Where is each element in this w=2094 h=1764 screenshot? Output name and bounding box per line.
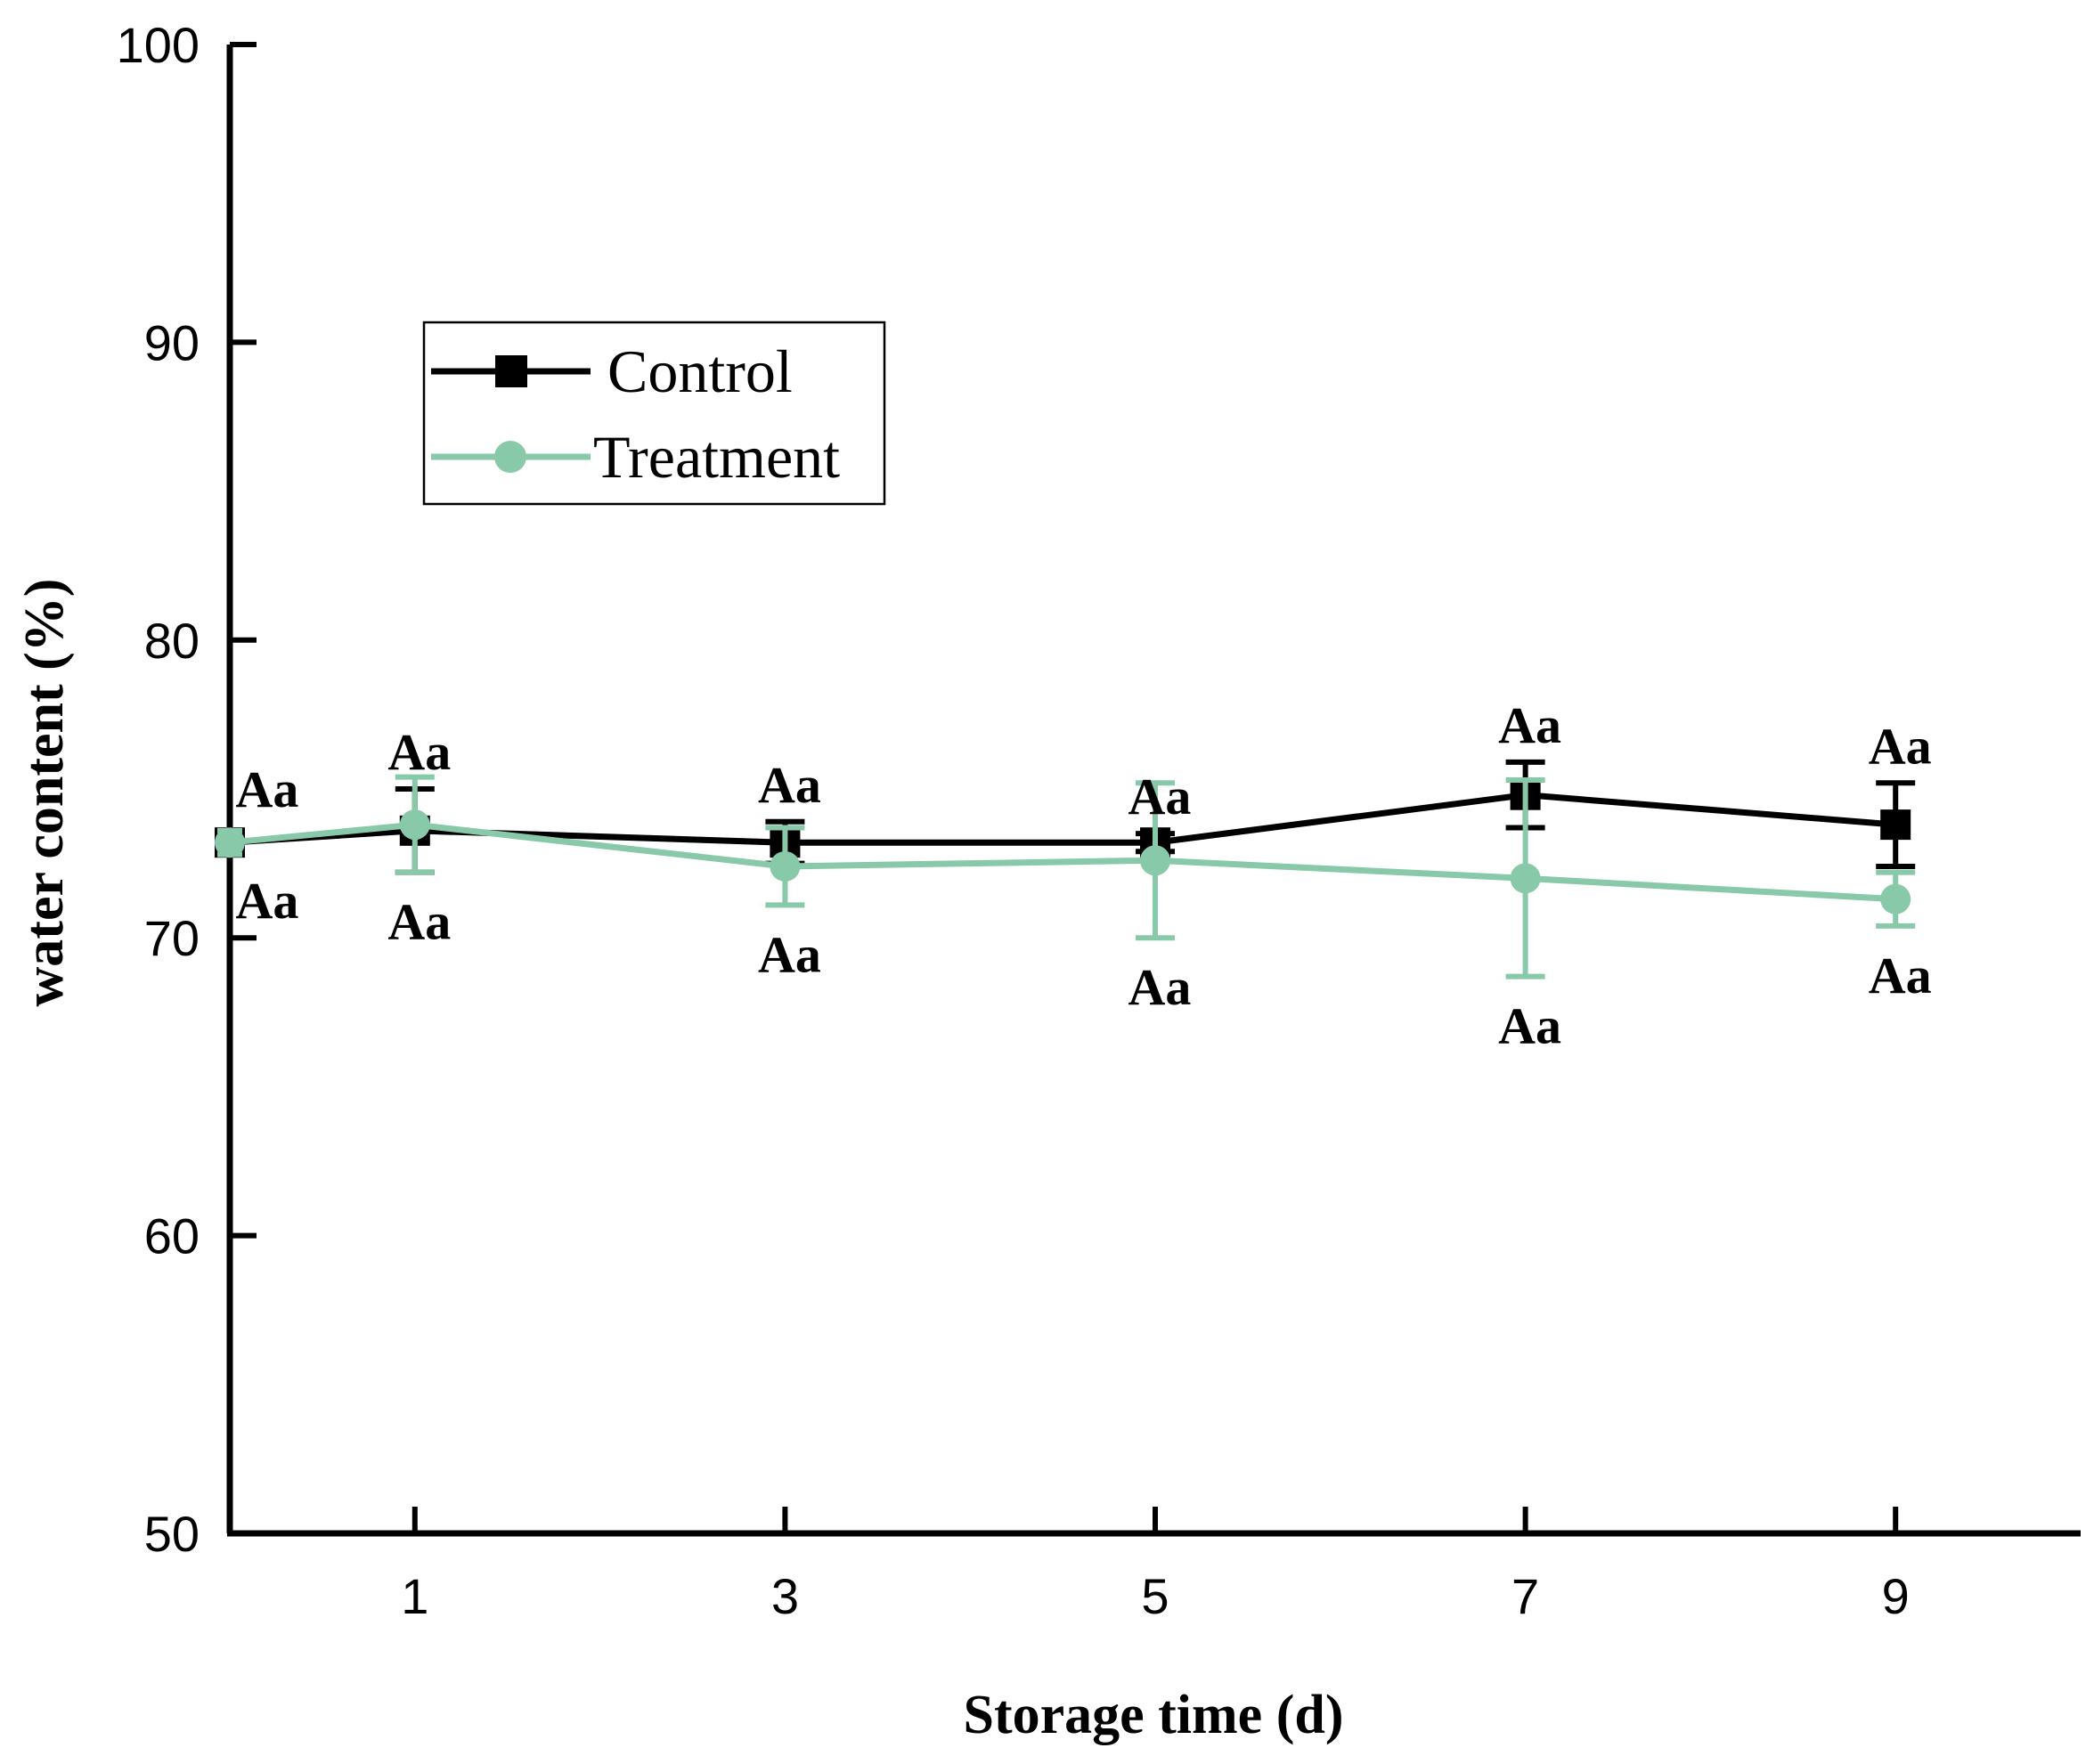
significance-label: Aa [1498, 696, 1561, 754]
significance-label: Aa [1128, 958, 1192, 1016]
significance-label: Aa [236, 872, 299, 930]
y-tick-label: 90 [144, 314, 200, 370]
significance-label: Aa [758, 756, 821, 814]
series-layer [215, 759, 1916, 980]
y-tick-label: 60 [144, 1208, 200, 1264]
significance-label: Aa [1128, 768, 1192, 825]
x-tick-label: 3 [771, 1568, 799, 1624]
significance-label: Aa [387, 893, 451, 951]
x-tick-label: 5 [1141, 1568, 1169, 1624]
x-tick-label: 1 [401, 1568, 428, 1624]
legend-control-marker [495, 355, 527, 387]
data-point-circle [215, 827, 245, 858]
legend-treatment-marker [494, 441, 526, 473]
y-axis-title: water content (%) [14, 579, 75, 1007]
y-tick-label: 100 [117, 17, 200, 73]
significance-label: Aa [758, 925, 821, 983]
series-control [215, 759, 1916, 875]
significance-label: Aa [1869, 947, 1932, 1004]
data-point-circle [1880, 883, 1911, 915]
annotations: Aa Aa Aa Aa Aa Aa Aa Aa Aa Aa Aa Aa [236, 696, 1932, 1055]
legend-control-label: Control [607, 337, 793, 405]
x-axis-title: Storage time (d) [964, 1685, 1344, 1745]
data-point-square [1880, 809, 1911, 841]
data-point-circle [1140, 845, 1170, 876]
y-tick-label: 50 [144, 1506, 200, 1562]
data-point-circle [1510, 863, 1541, 894]
legend: Control Treatment [422, 321, 886, 506]
y-tick-label: 80 [144, 613, 200, 669]
legend-treatment-label: Treatment [593, 423, 840, 491]
data-point-circle [399, 809, 430, 841]
significance-label: Aa [1498, 997, 1561, 1055]
significance-label: Aa [387, 723, 451, 781]
data-point-circle [770, 850, 801, 882]
series-line-control [229, 792, 1896, 846]
series-treatment [215, 774, 1916, 980]
x-tick-label: 7 [1511, 1568, 1539, 1624]
y-tick-label: 70 [144, 910, 200, 966]
legend-box [422, 321, 886, 506]
axes: 50 60 70 80 90 100 1 3 5 7 9 [117, 17, 2081, 1624]
significance-label: Aa [236, 760, 299, 818]
significance-label: Aa [1869, 717, 1932, 775]
series-line-treatment [229, 821, 1896, 903]
x-tick-label: 9 [1882, 1568, 1910, 1624]
